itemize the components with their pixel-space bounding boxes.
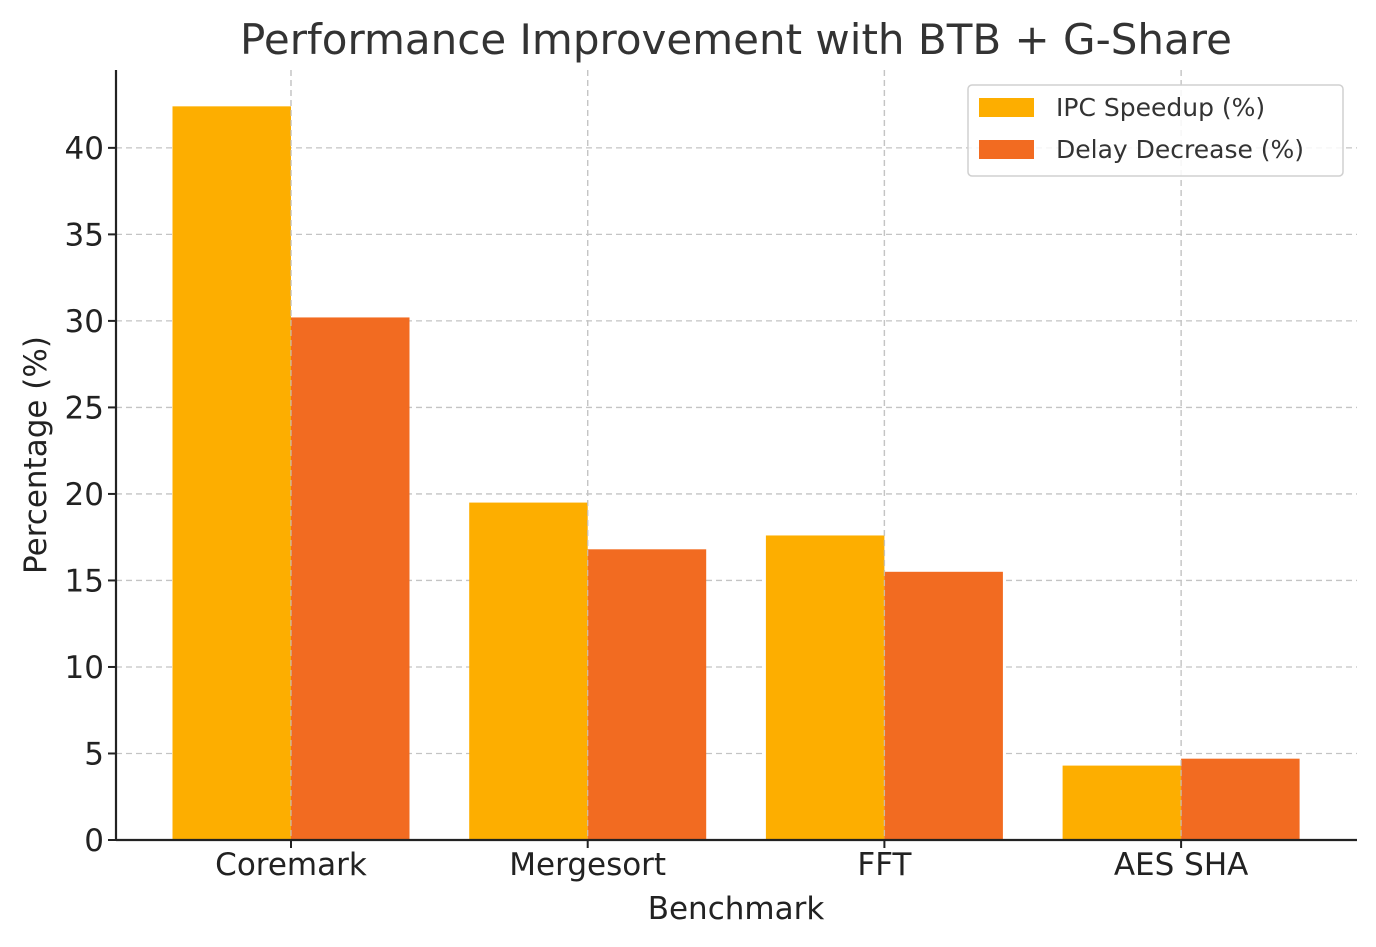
y-tick-label: 0 <box>84 823 104 859</box>
x-tick-label: FFT <box>857 847 912 883</box>
tick-labels: 0 5 10 15 20 25 30 35 40 Coremark Mergesort FFT AES … <box>65 131 1249 883</box>
legend-swatch-delay-decrease <box>979 140 1034 159</box>
legend-frame <box>967 84 1344 177</box>
x-axis-label: Benchmark <box>648 891 825 927</box>
y-tick-label: 40 <box>65 131 104 167</box>
x-tick-label: Coremark <box>215 847 367 883</box>
bar-delay-decrease-coremark <box>291 317 410 840</box>
legend-swatch-ipc-speedup <box>979 98 1034 117</box>
y-tick-label: 20 <box>65 477 104 513</box>
y-tick-label: 10 <box>65 650 104 686</box>
y-tick-label: 5 <box>84 736 104 772</box>
bar-ipc-speedup-aes-sha <box>1062 765 1182 840</box>
legend-label-ipc-speedup: IPC Speedup (%) <box>1056 93 1265 122</box>
legend: IPC Speedup (%) Delay Decrease (%) <box>967 84 1344 177</box>
x-tick-label: AES SHA <box>1114 847 1249 883</box>
y-tick-label: 35 <box>65 217 104 253</box>
bar-delay-decrease-fft <box>884 571 1003 840</box>
chart-title: Performance Improvement with BTB + G-Sha… <box>240 15 1232 64</box>
y-tick-label: 15 <box>65 563 104 599</box>
bar-delay-decrease-aes-sha <box>1181 758 1300 840</box>
axes <box>108 70 1357 848</box>
bar-delay-decrease-mergesort <box>587 549 707 840</box>
legend-label-delay-decrease: Delay Decrease (%) <box>1056 135 1304 164</box>
y-axis-label: Percentage (%) <box>18 336 54 574</box>
bar-ipc-speedup-mergesort <box>469 502 588 840</box>
bars <box>172 70 1300 840</box>
bar-ipc-speedup-coremark <box>172 106 291 840</box>
y-tick-label: 30 <box>65 304 104 340</box>
bar-ipc-speedup-fft <box>765 535 885 840</box>
x-tick-label: Mergesort <box>509 847 666 883</box>
y-tick-label: 25 <box>65 390 104 426</box>
